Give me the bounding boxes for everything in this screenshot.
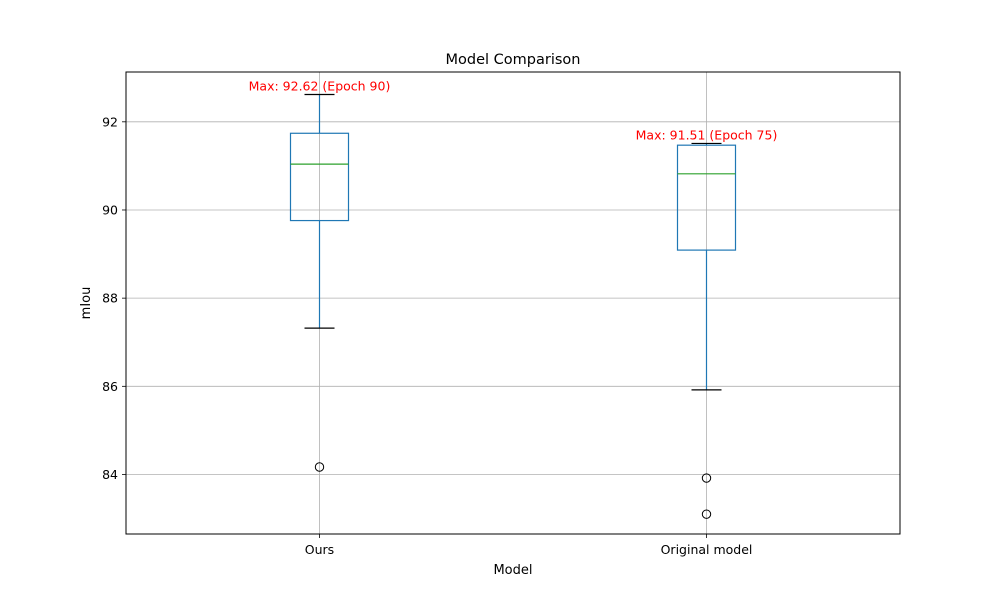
- x-tick-label: Original model: [661, 542, 753, 557]
- y-tick-label: 92: [102, 114, 118, 129]
- max-annotation: Max: 92.62 (Epoch 90): [249, 78, 391, 93]
- outlier-point: [701, 473, 712, 483]
- iqr-box: [676, 144, 737, 251]
- box-series: [289, 93, 737, 519]
- y-tick-label: 86: [102, 379, 118, 394]
- iqr-box: [289, 132, 350, 222]
- annotations: Max: 92.62 (Epoch 90) Max: 91.51 (Epoch 7…: [249, 78, 778, 142]
- y-tick-label: 88: [102, 291, 118, 306]
- axes-frame: [125, 71, 901, 535]
- y-axis-label: mIou: [79, 287, 94, 320]
- outlier-point: [314, 462, 325, 472]
- y-tick-label: 90: [102, 202, 118, 217]
- x-tick-label: Ours: [305, 542, 334, 557]
- chart-title: Model Comparison: [446, 52, 581, 68]
- y-tick-label: 84: [102, 467, 118, 482]
- box-ours: [289, 93, 350, 472]
- max-annotation: Max: 91.51 (Epoch 75): [636, 127, 778, 142]
- x-axis-label: Model: [493, 563, 532, 578]
- box-original-model: [676, 142, 737, 519]
- axis-ticks: 84 86 88 90 92 Ours Original model: [102, 114, 752, 557]
- outlier-point: [701, 509, 712, 519]
